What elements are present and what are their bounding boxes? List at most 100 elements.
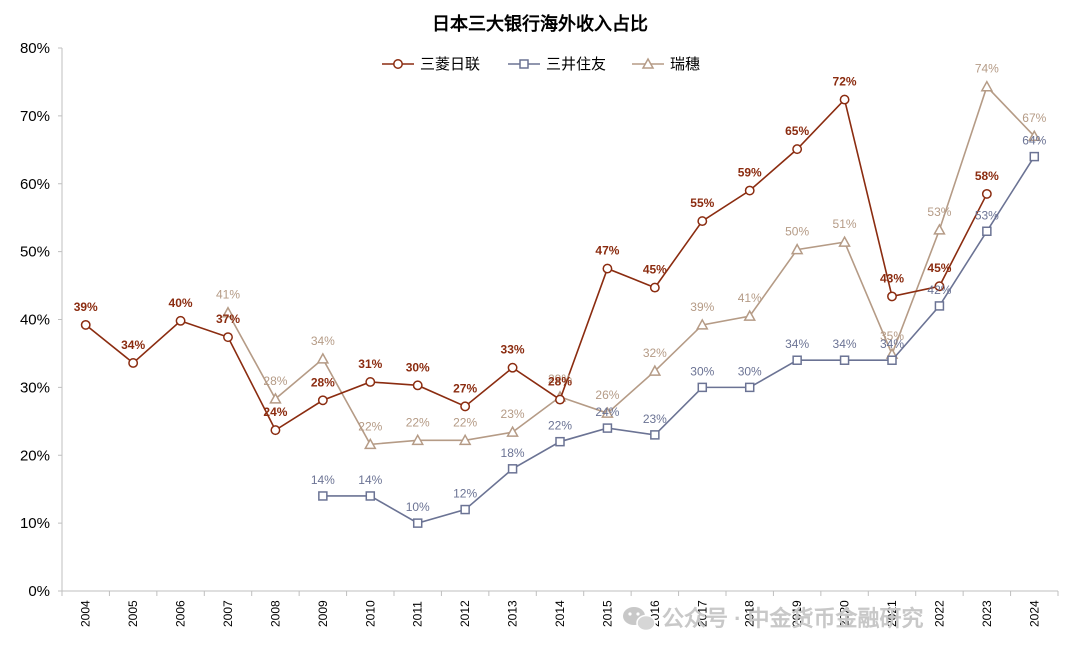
- data-point: [506, 425, 519, 437]
- series-三菱日联: [80, 94, 992, 436]
- y-tick-label: 10%: [20, 515, 50, 532]
- data-label: 43%: [880, 271, 904, 285]
- data-label: 30%: [690, 364, 714, 378]
- series-line: [227, 85, 1035, 446]
- data-point: [981, 188, 992, 199]
- legend-item: 三菱日联: [382, 56, 480, 73]
- x-tick-label: 2007: [221, 600, 235, 627]
- data-label: 35%: [880, 329, 904, 343]
- y-tick-label: 40%: [20, 312, 50, 329]
- data-label: 64%: [1022, 134, 1046, 148]
- data-point: [317, 395, 328, 406]
- x-tick-label: 2022: [932, 600, 946, 627]
- x-tick-label: 2024: [1027, 600, 1041, 627]
- legend-label: 三井住友: [546, 56, 606, 73]
- data-label: 33%: [501, 343, 525, 357]
- data-point: [318, 491, 328, 501]
- data-point: [790, 243, 804, 255]
- data-point: [838, 235, 851, 247]
- data-label: 10%: [406, 500, 430, 514]
- data-label: 65%: [785, 124, 809, 138]
- data-labels: 41% 28% 34% 22% 22% 22% 23% 29% 26% 32% 39% 41% 50% 5…: [74, 62, 1047, 514]
- data-label: 53%: [975, 208, 999, 222]
- data-point: [934, 281, 945, 292]
- data-label: 34%: [880, 337, 904, 351]
- series-line: [85, 97, 988, 432]
- data-point: [649, 282, 660, 293]
- data-label: 23%: [643, 412, 667, 426]
- x-tick-label: 2006: [174, 600, 188, 627]
- legend-label: 三菱日联: [420, 56, 480, 73]
- legend-marker: [641, 57, 655, 69]
- data-point: [80, 319, 91, 330]
- data-label: 22%: [453, 415, 477, 429]
- data-point: [555, 436, 565, 447]
- data-label: 45%: [643, 263, 667, 277]
- y-tick-label: 20%: [20, 447, 50, 464]
- data-label: 67%: [1022, 111, 1046, 125]
- data-point: [128, 357, 139, 368]
- data-label: 74%: [975, 62, 999, 76]
- x-tick-label: 2020: [838, 600, 852, 627]
- data-label: 41%: [738, 291, 762, 305]
- x-tick-label: 2010: [363, 600, 377, 627]
- data-label: 30%: [738, 364, 762, 378]
- data-point: [602, 423, 613, 433]
- legend: 三菱日联 三井住友 瑞穗: [382, 56, 700, 73]
- data-point: [507, 362, 518, 373]
- axes: 0% 10% 20% 30% 40% 50% 60% 70% 80% 2004 2005 2006 20…: [20, 40, 1059, 627]
- data-label: 47%: [595, 244, 619, 258]
- data-point: [839, 94, 850, 105]
- data-point: [792, 144, 803, 155]
- y-tick-label: 70%: [20, 108, 50, 125]
- series-layer: [80, 80, 1041, 528]
- data-label: 29%: [548, 372, 572, 386]
- data-point: [507, 464, 518, 474]
- y-tick-label: 30%: [20, 379, 50, 396]
- x-tick-label: 2021: [885, 600, 899, 627]
- data-label: 42%: [927, 283, 951, 297]
- data-label: 41%: [216, 288, 240, 302]
- data-label: 24%: [595, 405, 619, 419]
- x-tick-label: 2019: [790, 600, 804, 627]
- data-label: 22%: [406, 415, 430, 429]
- data-label: 50%: [785, 225, 809, 239]
- data-point: [365, 491, 376, 501]
- data-point: [744, 185, 755, 196]
- data-point: [980, 80, 994, 92]
- data-point: [460, 401, 471, 412]
- data-point: [743, 309, 756, 321]
- data-point: [982, 226, 992, 237]
- legend-item: 三井住友: [508, 56, 606, 73]
- data-point: [269, 392, 282, 404]
- y-tick-label: 50%: [20, 244, 50, 261]
- data-label: 30%: [406, 360, 430, 374]
- data-label: 34%: [311, 334, 335, 348]
- x-tick-label: 2012: [458, 600, 472, 627]
- data-point: [602, 263, 613, 274]
- data-point: [887, 291, 897, 302]
- data-label: 32%: [643, 346, 667, 360]
- x-tick-label: 2017: [695, 600, 709, 627]
- data-label: 34%: [785, 337, 809, 351]
- data-point: [221, 306, 235, 318]
- data-label: 14%: [311, 473, 335, 487]
- y-tick-label: 80%: [20, 40, 50, 57]
- data-label: 28%: [548, 375, 572, 389]
- data-label: 28%: [263, 374, 287, 388]
- data-point: [412, 380, 423, 391]
- series-line: [322, 156, 1035, 524]
- legend-marker: [393, 59, 403, 69]
- data-label: 31%: [358, 357, 382, 371]
- x-tick-label: 2008: [268, 600, 282, 627]
- data-label: 53%: [927, 205, 951, 219]
- data-point: [697, 382, 708, 393]
- data-point: [412, 518, 423, 528]
- data-label: 59%: [738, 166, 762, 180]
- data-label: 28%: [311, 375, 335, 389]
- wechat-icon: [623, 607, 656, 632]
- chart-title: 日本三大银行海外收入占比: [432, 13, 648, 34]
- data-point: [555, 394, 565, 405]
- data-label: 23%: [501, 407, 525, 421]
